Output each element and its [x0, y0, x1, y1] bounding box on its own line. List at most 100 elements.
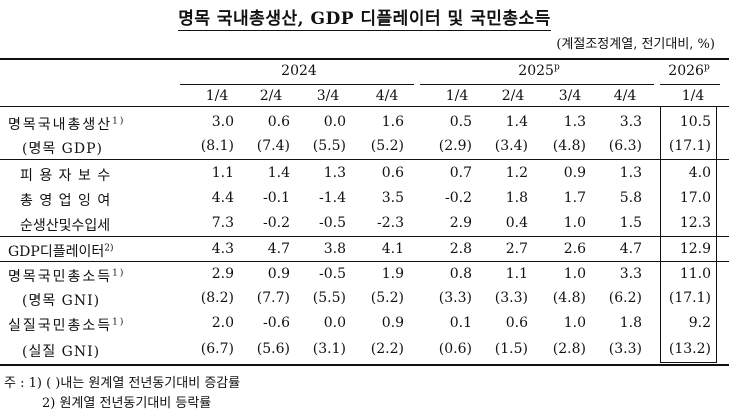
- cell: 12.3: [679, 215, 711, 231]
- cell: 1.0: [563, 266, 586, 282]
- cell: 2.7: [505, 241, 528, 257]
- cell: 4.7: [267, 241, 290, 257]
- year-header-2026: 2026p: [668, 62, 710, 79]
- cell: (6.7): [200, 341, 234, 357]
- cell: (5.6): [256, 341, 290, 357]
- cell: (1.5): [494, 341, 528, 357]
- table-row: 피 용 자 보 수 1.1 1.4 1.3 0.6 0.7 1.2 0.9 1.…: [0, 161, 729, 185]
- cell: 1.7: [563, 190, 586, 206]
- cell: (2.8): [552, 341, 586, 357]
- cell: (4.8): [552, 290, 586, 306]
- cell: 0.1: [449, 315, 472, 331]
- table-row: (명목 GDP) (8.1) (7.4) (5.5) (5.2) (2.9) (…: [0, 134, 729, 158]
- row-divider: [0, 261, 729, 262]
- table-row: (명목 GNI) (8.2) (7.7) (5.5) (5.2) (3.3) (…: [0, 286, 729, 310]
- row-label: 총 영 업 잉 여: [20, 193, 112, 209]
- cell: 0.0: [323, 114, 346, 130]
- cell: 0.4: [505, 215, 528, 231]
- cell: 2.8: [449, 241, 472, 257]
- cell: (2.9): [438, 138, 472, 154]
- year-header-2025: 2025p: [518, 62, 560, 79]
- cell: 1.4: [267, 165, 290, 181]
- cell: (6.2): [608, 290, 642, 306]
- cell: 2.9: [449, 215, 472, 231]
- cell: 0.8: [449, 266, 472, 282]
- cell: (7.4): [256, 138, 290, 154]
- cell: 0.7: [449, 165, 472, 181]
- cell: 3.8: [323, 241, 346, 257]
- cell: 12.9: [679, 241, 711, 257]
- cell: 1.1: [505, 266, 528, 282]
- cell: 5.8: [619, 190, 642, 206]
- cell: (3.3): [438, 290, 472, 306]
- footnote-1: 주 : 1) ( )내는 원계열 전년동기대비 증감률: [4, 376, 241, 391]
- year-header-2024: 2024: [281, 63, 317, 79]
- row-label: 순생산및수입세: [20, 218, 111, 234]
- cell: 0.6: [381, 165, 404, 181]
- cell: (8.2): [200, 290, 234, 306]
- row-label: 실질국민총소득1): [8, 317, 126, 334]
- cell: 4.1: [381, 241, 404, 257]
- cell: (5.2): [370, 290, 404, 306]
- row-label: (명목 GDP): [22, 141, 103, 157]
- cell: 0.5: [449, 114, 472, 130]
- cell: (3.1): [312, 341, 346, 357]
- cell: 4.0: [688, 165, 711, 181]
- cell: (13.2): [668, 341, 711, 357]
- cell: 0.9: [267, 266, 290, 282]
- cell: 1.9: [381, 266, 404, 282]
- cell: 4.7: [619, 241, 642, 257]
- cell: (2.2): [370, 341, 404, 357]
- cell: (5.5): [312, 290, 346, 306]
- cell: 3.3: [619, 266, 642, 282]
- quarter-header: 1/4: [445, 88, 469, 104]
- cell: -2.3: [377, 215, 404, 231]
- cell: 17.0: [679, 190, 711, 206]
- table-row: GDP디플레이터2) 4.3 4.7 3.8 4.1 2.8 2.7 2.6 4…: [0, 237, 729, 261]
- table-row: 순생산및수입세 7.3 -0.2 -0.5 -2.3 2.9 0.4 1.0 1…: [0, 211, 729, 235]
- cell: 1.0: [563, 315, 586, 331]
- cell: (3.3): [494, 290, 528, 306]
- year-underline-2024: [180, 84, 414, 85]
- cell: 9.2: [688, 315, 711, 331]
- highlight-box-2026: [660, 106, 717, 363]
- row-label: (실질 GNI): [22, 344, 101, 360]
- cell: 0.0: [323, 315, 346, 331]
- cell: 4.3: [211, 241, 234, 257]
- quarter-header: 4/4: [375, 88, 399, 104]
- cell: 0.6: [505, 315, 528, 331]
- quarter-header: 1/4: [681, 88, 705, 104]
- row-divider: [0, 159, 729, 160]
- table-bottom-rule: [0, 364, 729, 366]
- cell: (7.7): [256, 290, 290, 306]
- row-label: (명목 GNI): [22, 293, 101, 309]
- cell: -0.2: [445, 190, 472, 206]
- cell: (17.1): [668, 138, 711, 154]
- cell: 1.8: [505, 190, 528, 206]
- row-label: 피 용 자 보 수: [20, 168, 112, 184]
- row-label: 명목국내총생산1): [8, 116, 126, 133]
- table-row: 실질국민총소득1) 2.0 -0.6 0.0 0.9 0.1 0.6 1.0 1…: [0, 311, 729, 335]
- year-underline-2025: [420, 84, 654, 85]
- quarter-header: 2/4: [501, 88, 525, 104]
- cell: (3.4): [494, 138, 528, 154]
- cell: 2.9: [211, 266, 234, 282]
- table-row: 명목국민총소득1) 2.9 0.9 -0.5 1.9 0.8 1.1 1.0 3…: [0, 262, 729, 286]
- cell: 1.3: [323, 165, 346, 181]
- cell: (5.2): [370, 138, 404, 154]
- cell: 11.0: [679, 266, 711, 282]
- cell: 2.0: [211, 315, 234, 331]
- table-row: 총 영 업 잉 여 4.4 -0.1 -1.4 3.5 -0.2 1.8 1.7…: [0, 186, 729, 210]
- cell: 1.3: [563, 114, 586, 130]
- cell: 0.6: [267, 114, 290, 130]
- cell: 1.1: [211, 165, 234, 181]
- table-title: 명목 국내총생산, GDP 디플레이터 및 국민총소득: [178, 9, 551, 31]
- year-underline-2026: [660, 84, 720, 85]
- cell: (8.1): [200, 138, 234, 154]
- cell: -1.4: [319, 190, 346, 206]
- cell: 3.3: [619, 114, 642, 130]
- cell: 1.8: [619, 315, 642, 331]
- cell: 1.3: [619, 165, 642, 181]
- quarter-header: 1/4: [205, 88, 229, 104]
- cell: 7.3: [211, 215, 234, 231]
